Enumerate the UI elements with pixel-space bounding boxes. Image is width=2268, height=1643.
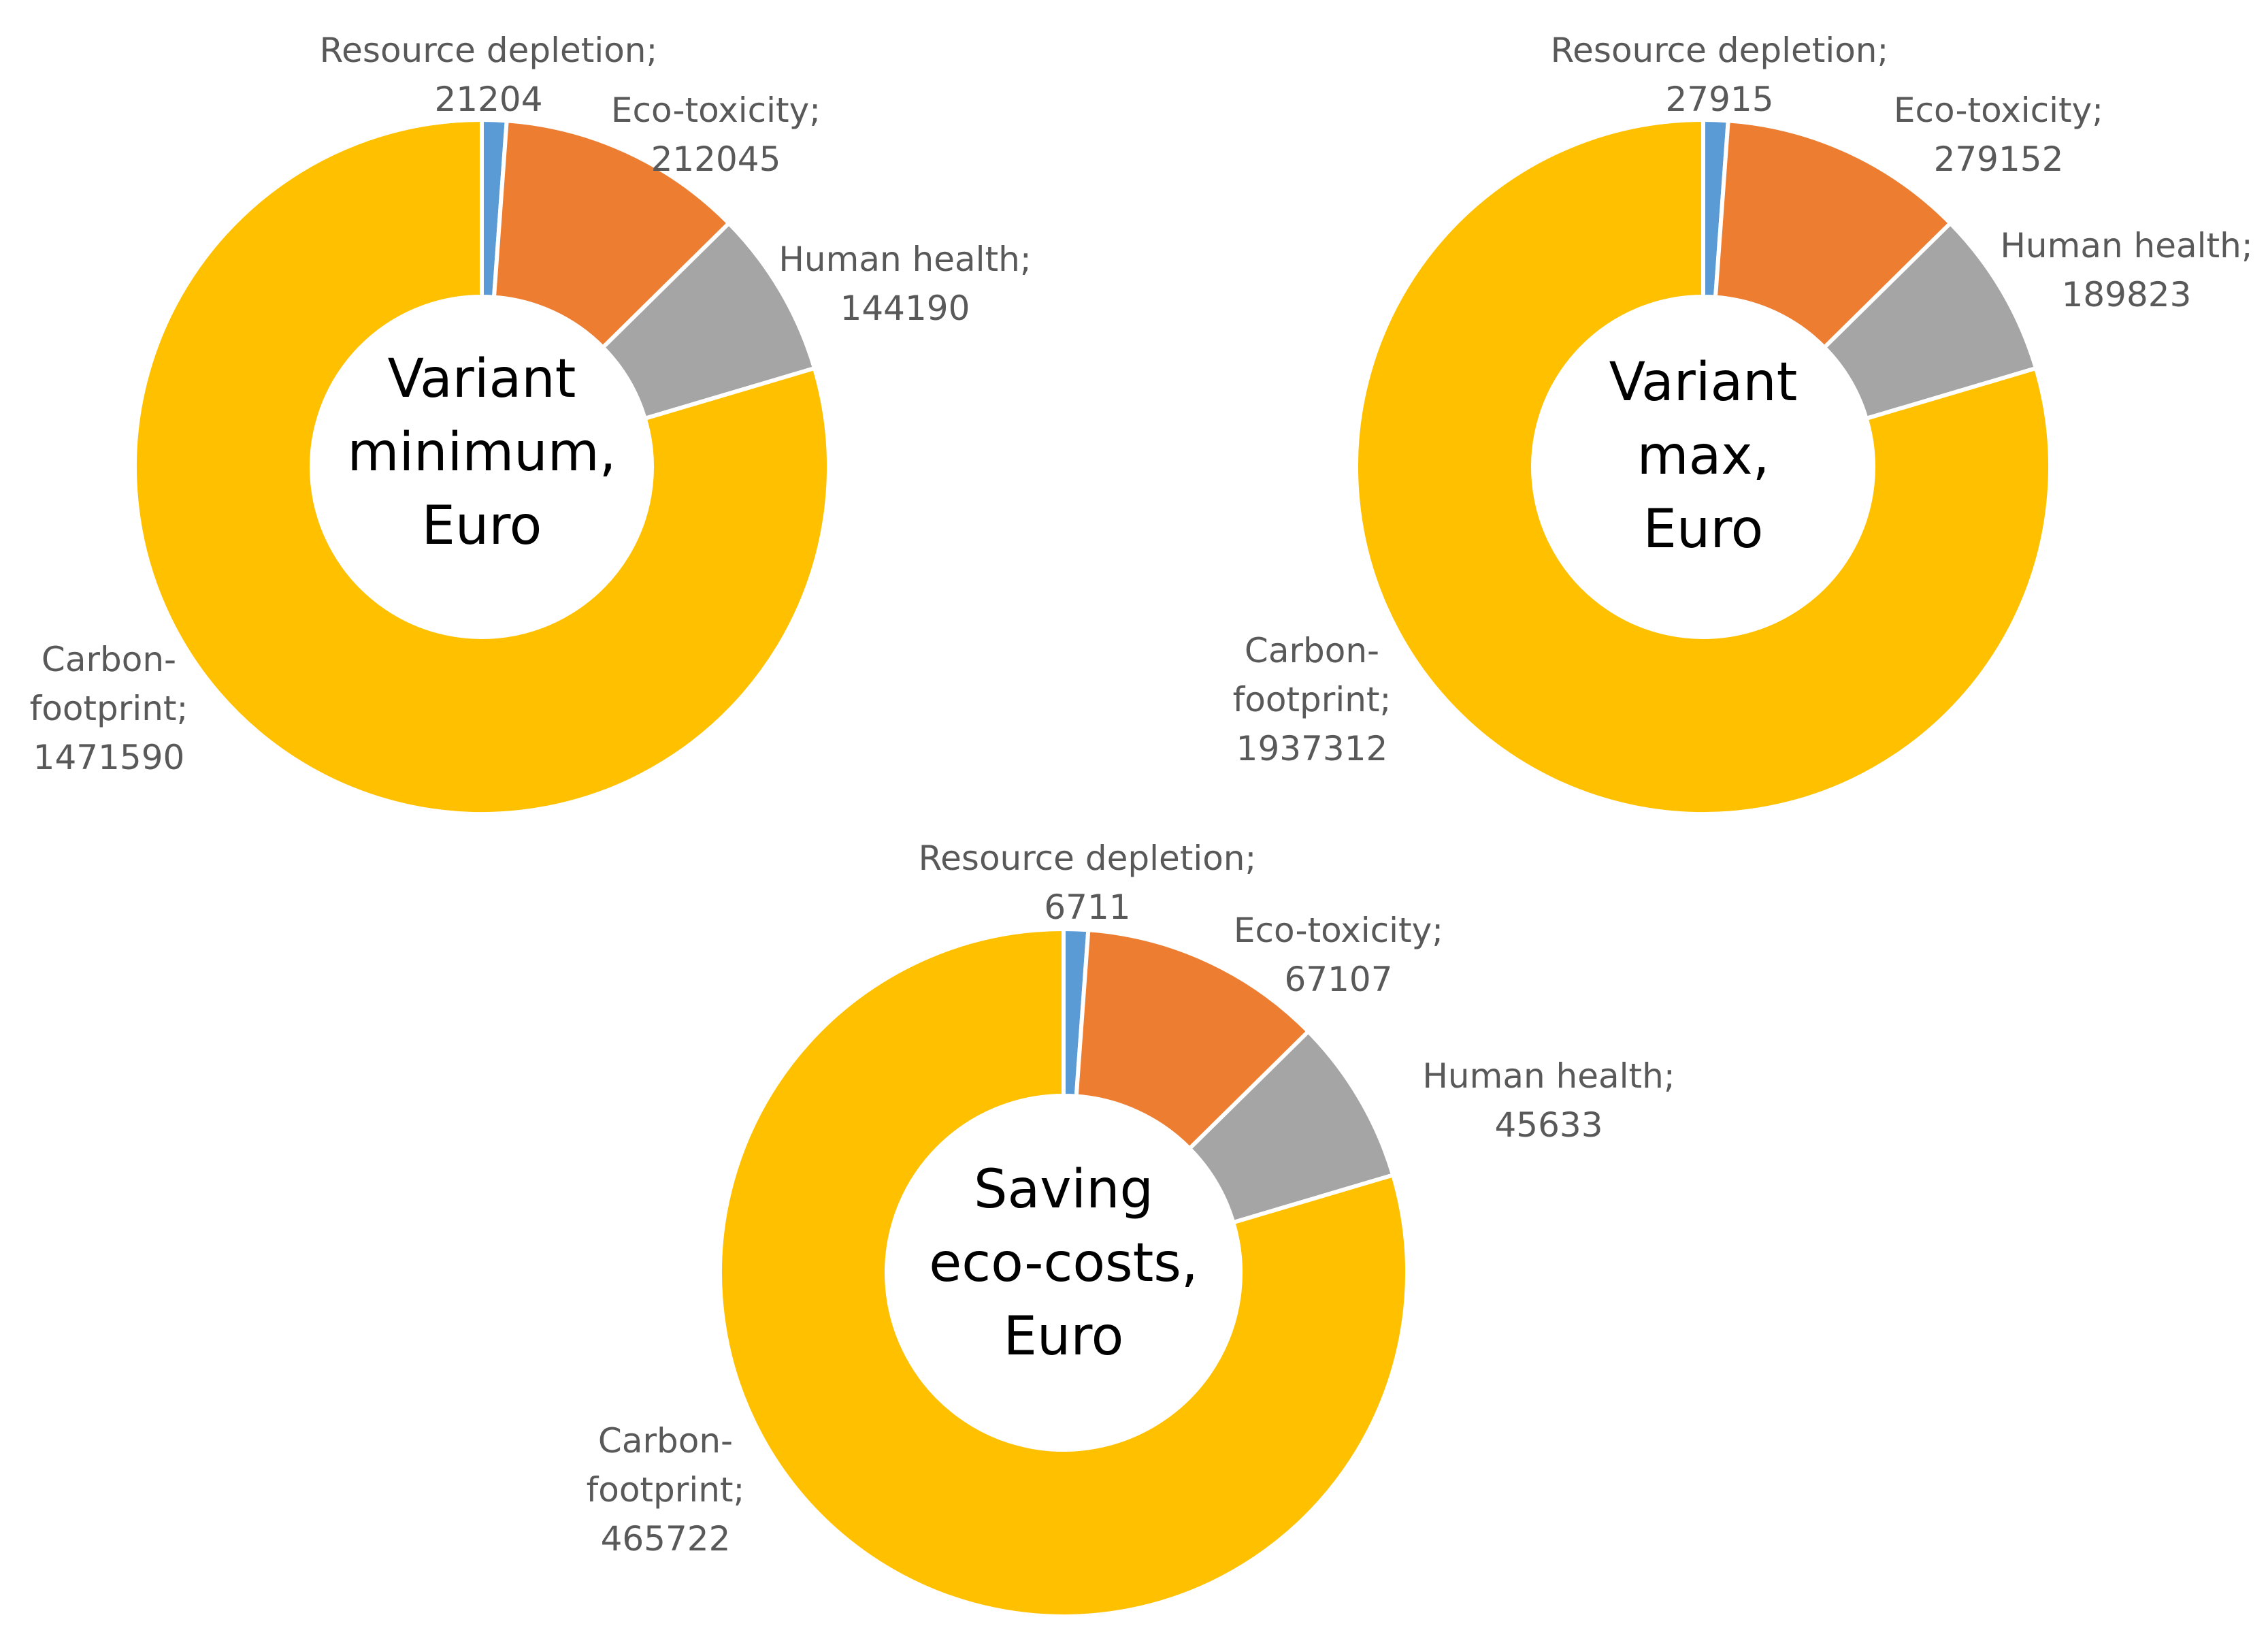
- slice-carbon-footprint: [1354, 118, 2052, 816]
- data-label-carbon-footprint: Carbon-footprint; 1937312: [1233, 631, 1392, 768]
- slice-eco-toxicity: [1713, 118, 1953, 350]
- data-label-carbon-footprint: Carbon-footprint; 465722: [587, 1421, 745, 1559]
- data-label-resource-depletion: Resource depletion; 27915: [1551, 31, 1889, 119]
- donut-chart-2: Resource depletion; 27915 Eco-toxicity; 279…: [1233, 31, 2253, 816]
- slice-carbon-footprint: [718, 927, 1409, 1618]
- data-label-carbon-footprint: Carbon-footprint; 1471590: [30, 640, 188, 777]
- data-label-eco-toxicity: Eco-toxicity; 67107: [1234, 911, 1443, 999]
- data-label-eco-toxicity: Eco-toxicity; 212045: [611, 91, 821, 179]
- data-label-resource-depletion: Resource depletion; 6711: [919, 839, 1257, 927]
- data-label-human-health: Human health; 45633: [1422, 1056, 1675, 1145]
- data-label-human-health: Human health; 144190: [778, 240, 1031, 328]
- data-label-eco-toxicity: Eco-toxicity; 279152: [1894, 91, 2103, 179]
- slice-eco-toxicity: [491, 118, 732, 350]
- center-label: Saving eco-costs, Euro: [929, 1159, 1198, 1367]
- center-label: Variant max, Euro: [1609, 352, 1798, 560]
- center-label: Variant minimum, Euro: [348, 348, 617, 557]
- data-label-human-health: Human health; 189823: [2000, 226, 2252, 314]
- data-label-resource-depletion: Resource depletion; 21204: [320, 31, 658, 119]
- donut-chart-1: Resource depletion; 21204 Eco-toxicity; 212…: [30, 31, 1032, 816]
- slice-eco-toxicity: [1074, 928, 1311, 1151]
- slice-carbon-footprint: [133, 118, 831, 816]
